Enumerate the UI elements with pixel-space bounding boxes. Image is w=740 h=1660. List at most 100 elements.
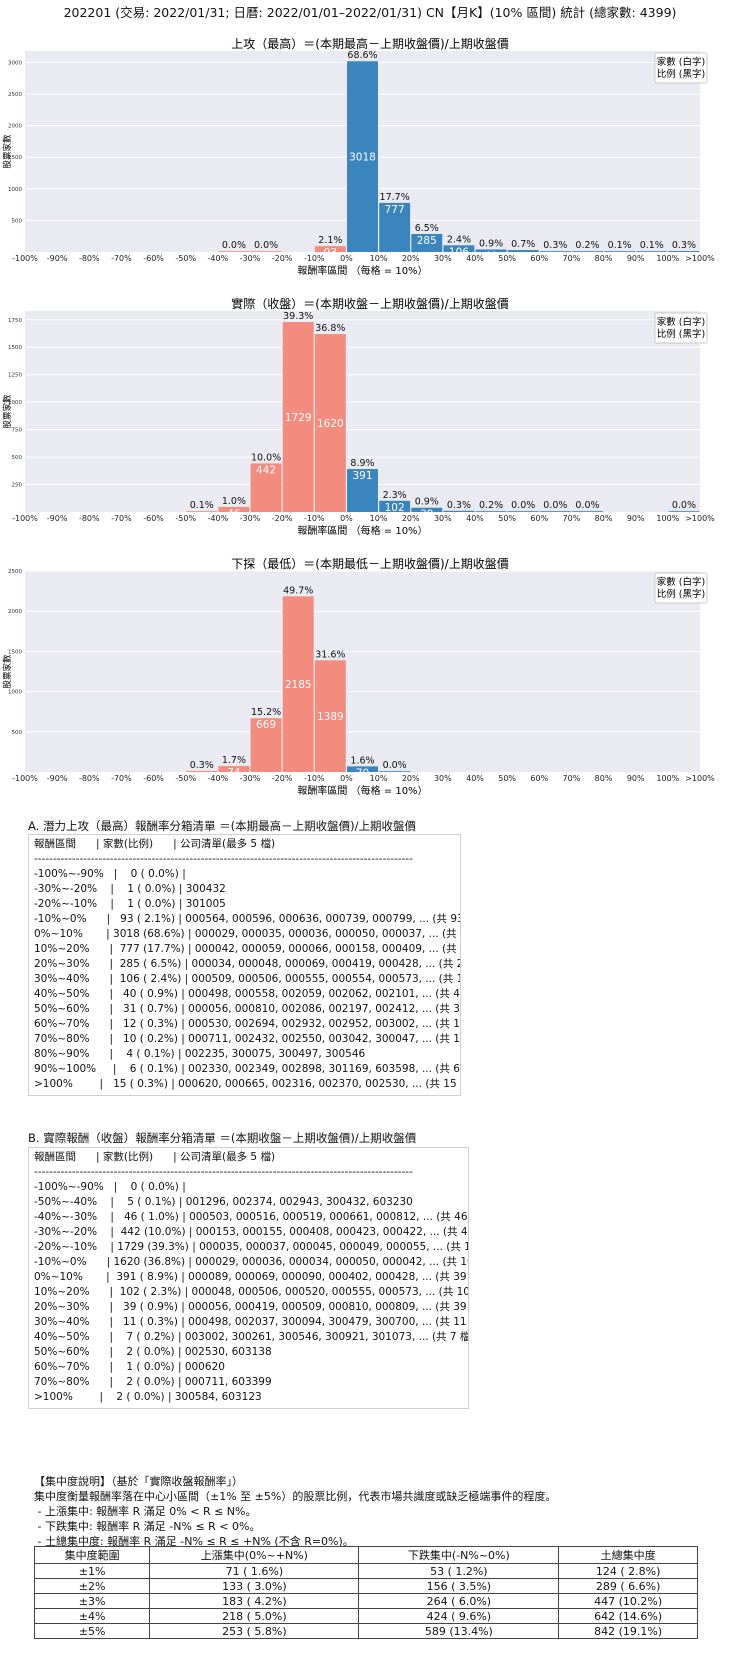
bar: [314, 660, 346, 772]
x-tick-label: -20%: [272, 254, 293, 263]
bar: [572, 511, 603, 512]
list-item: 30%~40% | 106 ( 2.4%) | 000509, 000506, …: [34, 973, 461, 985]
histogram-low: 下探（最低）＝(本期最低－上期收盤價)/上期收盤價 500 1000 1500 2000…: [2, 557, 715, 797]
x-tick-label: -20%: [272, 774, 293, 783]
list-item: 20%~30% | 285 ( 6.5%) | 000034, 000048, …: [34, 958, 461, 970]
table-cell: 642 (14.6%): [558, 1608, 698, 1624]
x-tick-label: 90%: [627, 774, 645, 783]
table-header-cell: 下跌集中(-N%~0%): [358, 1546, 560, 1564]
bar: [347, 61, 378, 252]
chart-title: 實際（收盤）＝(本期收盤－上期收盤價)/上期收盤價: [231, 296, 508, 311]
list-header: 報酬區間 | 家數(比例) | 公司清單(最多 5 檔): [34, 1151, 276, 1163]
concentration-note: 集中度衡量報酬率落在中心小區間（±1% 至 ±5%）的股票比例，代表市場共識度或…: [34, 1490, 557, 1503]
table-cell: 71 ( 1.6%): [149, 1563, 360, 1579]
list-item: 10%~20% | 777 (17.7%) | 000042, 000059, …: [34, 943, 461, 955]
bar-pct-label: 0.0%: [254, 240, 278, 251]
x-tick-label: -80%: [79, 514, 100, 523]
x-tick-label: -10%: [304, 774, 325, 783]
bar: [379, 202, 411, 252]
x-tick-label: 90%: [627, 254, 645, 263]
table-cell: 264 ( 6.0%): [358, 1593, 560, 1609]
x-tick-label: 90%: [627, 514, 645, 523]
y-tick-label: 1500: [8, 345, 22, 351]
bar-pct-label: 0.0%: [543, 500, 567, 511]
x-tick-label: 20%: [402, 254, 420, 263]
list-item: 40%~50% | 7 ( 0.2%) | 003002, 300261, 30…: [34, 1331, 469, 1343]
table-cell: 253 ( 5.8%): [149, 1623, 360, 1639]
x-tick-label: 0%: [340, 774, 353, 783]
bar: [347, 469, 378, 512]
bar-count-label: 669: [256, 719, 276, 731]
legend-frame: [654, 52, 708, 84]
x-tick-label: 30%: [434, 254, 452, 263]
list-item: -30%~-20% | 442 (10.0%) | 000153, 000155…: [34, 1226, 469, 1238]
bar-pct-label: 2.4%: [447, 234, 471, 245]
table-cell: 133 ( 3.0%): [149, 1578, 360, 1594]
bar-pct-label: 10.0%: [251, 452, 281, 463]
y-axis-label: 股票家數: [2, 654, 13, 689]
bar-pct-label: 0.7%: [511, 239, 535, 250]
bar-count-label: 442: [256, 464, 276, 476]
list-item: 90%~100% | 6 ( 0.1%) | 002330, 002349, 0…: [34, 1063, 461, 1075]
bar-count-label: 1620: [317, 418, 344, 430]
list-item: 50%~60% | 31 ( 0.7%) | 000056, 000810, 0…: [34, 1003, 461, 1015]
x-tick-label: >100%: [685, 254, 715, 263]
legend-entry: 比例 (黑字): [657, 68, 705, 80]
bar-count-label: 70: [356, 767, 369, 779]
bar: [218, 506, 250, 512]
table-cell: 842 (19.1%): [558, 1623, 698, 1639]
legend-entry: 比例 (黑字): [657, 328, 705, 340]
concentration-note: - 上漲集中: 報酬率 R 滿足 0% < R ≤ N%。: [34, 1505, 257, 1518]
x-tick-label: -100%: [12, 774, 38, 783]
bar-pct-label: 39.3%: [283, 311, 313, 322]
x-tick-label: 50%: [498, 254, 516, 263]
x-tick-label: 70%: [563, 774, 581, 783]
x-tick-label: -40%: [208, 774, 229, 783]
y-axis-label: 股票家數: [2, 134, 13, 169]
bar-count-label: 102: [385, 502, 405, 514]
table-cell: 218 ( 5.0%): [149, 1608, 360, 1624]
y-axis-label: 股票家數: [2, 394, 13, 429]
x-tick-label: 30%: [434, 514, 452, 523]
legend-entry: 家數 (白字): [657, 56, 705, 68]
table-header-cell: 上漲集中(0%~+N%): [149, 1546, 360, 1564]
x-tick-label: -90%: [47, 254, 68, 263]
section-b-title: B. 實際報酬（收盤）報酬率分箱清單 ＝(本期收盤－上期收盤價)/上期收盤價: [28, 1131, 417, 1145]
y-tick-label: 2500: [8, 92, 22, 98]
bar-pct-label: 0.3%: [190, 760, 214, 771]
list-item: -10%~0% | 93 ( 2.1%) | 000564, 000596, 0…: [34, 913, 461, 925]
legend-box: 家數 (白字)比例 (黑字): [654, 312, 708, 344]
y-tick-label: 2000: [8, 124, 22, 130]
bar-count-label: 391: [352, 470, 372, 482]
list-item: -100%~-90% | 0 ( 0.0%) |: [34, 868, 186, 880]
list-item: 0%~10% | 3018 (68.6%) | 000029, 000035, …: [34, 928, 461, 940]
x-tick-label: -10%: [304, 254, 325, 263]
legend-entry: 比例 (黑字): [657, 588, 705, 600]
bar-count-label: 285: [417, 235, 437, 247]
bar-count-label: 74: [227, 767, 241, 779]
list-divider: ----------------------------------------…: [34, 1166, 413, 1178]
concentration-table: 集中度範圍 上漲集中(0%~+N%) 下跌集中(-N%~0%) 土總集中度 ±1% 71…: [33, 1546, 698, 1639]
table-row: ±1% 71 ( 1.6%) 53 ( 1.2%) 124 ( 2.8%): [33, 1563, 698, 1579]
table-cell: ±5%: [33, 1623, 151, 1639]
section-a-list: 報酬區間 | 家數(比例) | 公司清單(最多 5 檔) ------------…: [28, 834, 461, 1096]
x-tick-label: 100%: [656, 774, 679, 783]
x-tick-label: -50%: [175, 774, 196, 783]
y-tick-label: 250: [12, 483, 23, 489]
x-axis-label: 報酬率區間 （每格 = 10%）: [297, 524, 427, 537]
list-item: 60%~70% | 12 ( 0.3%) | 000530, 002694, 0…: [34, 1018, 461, 1030]
bar: [218, 251, 250, 252]
list-item: -100%~-90% | 0 ( 0.0%) |: [34, 1181, 186, 1193]
bar-pct-label: 0.3%: [672, 240, 696, 251]
section-b-list: 報酬區間 | 家數(比例) | 公司清單(最多 5 檔) ------------…: [28, 1147, 469, 1409]
bar-pct-label: 1.6%: [350, 755, 374, 766]
y-tick-label: 750: [12, 428, 23, 434]
bar-pct-label: 2.1%: [318, 235, 342, 246]
table-cell: ±3%: [33, 1593, 151, 1609]
concentration-table-header: 集中度範圍 上漲集中(0%~+N%) 下跌集中(-N%~0%) 土總集中度: [33, 1546, 698, 1564]
x-tick-label: 10%: [370, 774, 388, 783]
bar-pct-label: 0.9%: [415, 497, 439, 508]
list-item: 0%~10% | 391 ( 8.9%) | 000089, 000069, 0…: [34, 1271, 469, 1283]
bar-pct-label: 0.2%: [575, 240, 599, 251]
y-tick-label: 1000: [8, 187, 22, 193]
